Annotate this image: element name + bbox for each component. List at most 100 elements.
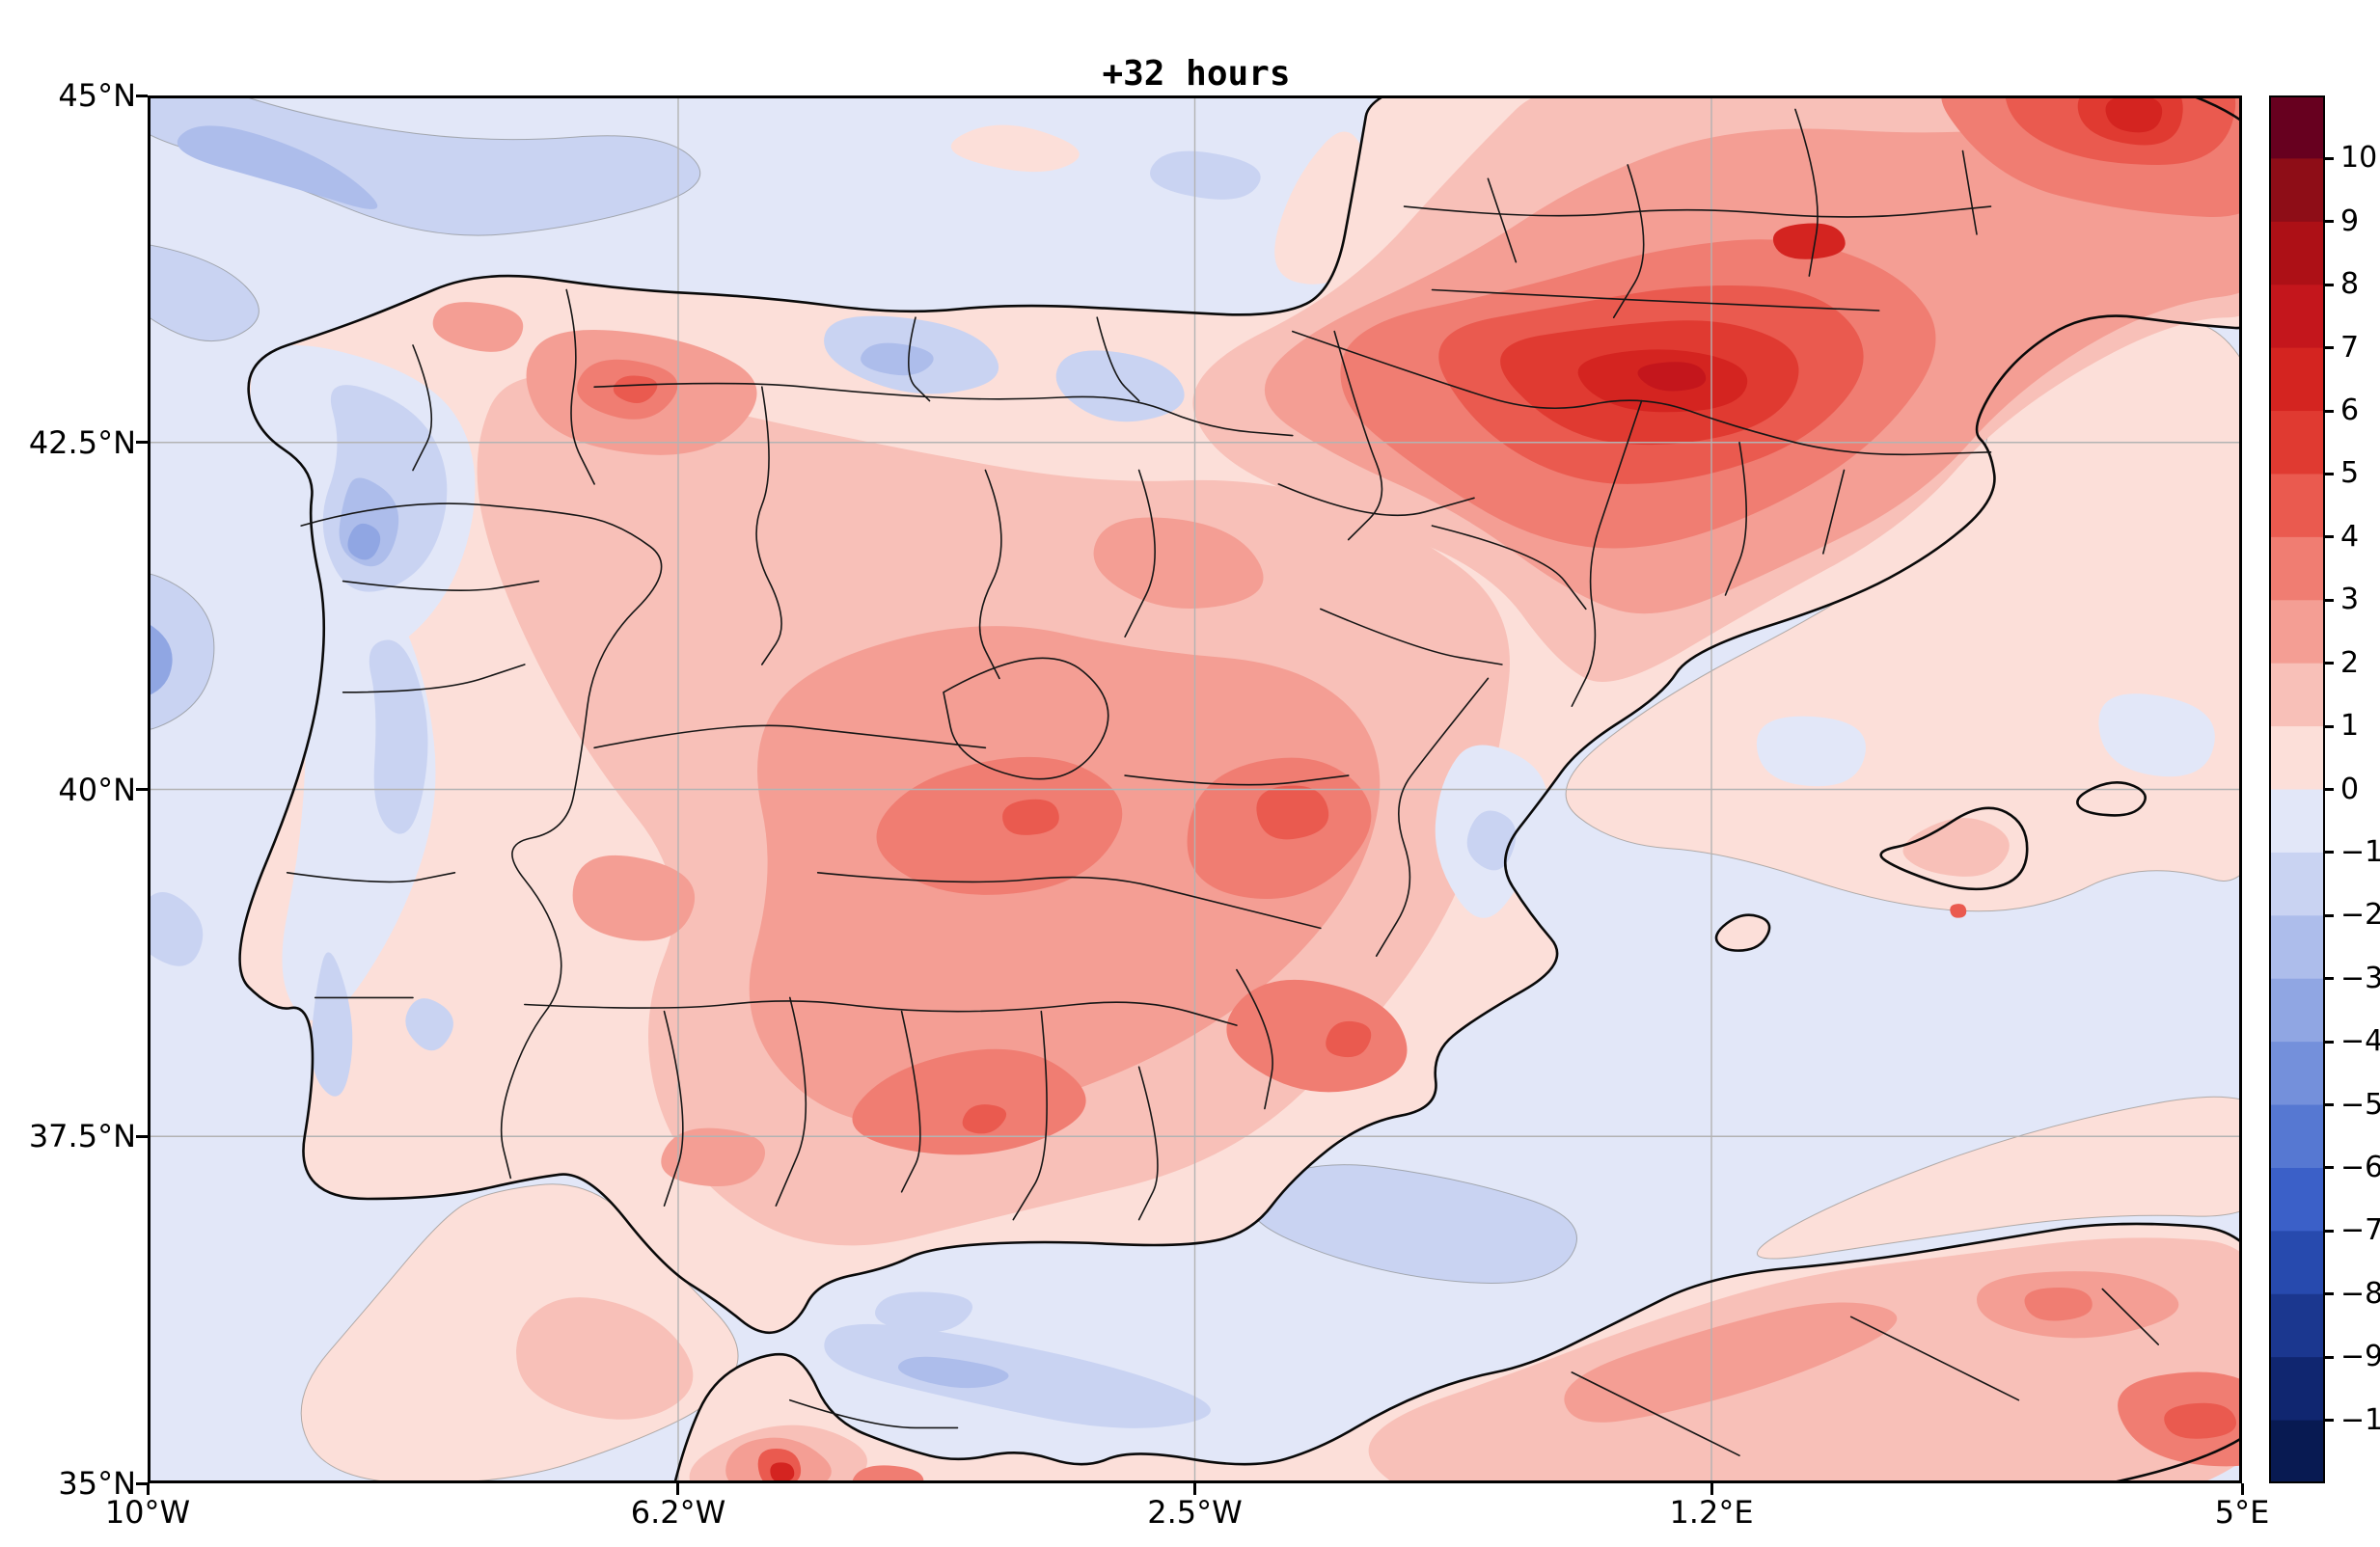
colorbar-tick-mark: [2325, 724, 2334, 728]
colorbar-segment: [2269, 1042, 2325, 1106]
y-tick-label: 40°N: [58, 771, 136, 808]
contour-region-toulouse-l7: [1772, 223, 1846, 259]
colorbar-tick-mark: [2325, 913, 2334, 917]
contour-region-murcia-l4: [1226, 979, 1408, 1093]
contour-region-s-menorca-ne: [2098, 693, 2215, 777]
x-tick-label: 1.2°E: [1669, 1494, 1754, 1531]
y-tick-label: 42.5°N: [28, 423, 136, 461]
x-tick-mark: [146, 1483, 150, 1495]
contour-region-s-portugal-west: [148, 573, 215, 731]
colorbar: [2269, 95, 2325, 1483]
contour-region-p-med-north: [1565, 318, 2242, 912]
x-tick-mark: [2240, 1483, 2244, 1495]
admin-border: [1487, 177, 1518, 263]
contour-region-mallorca-l2: [1902, 818, 2010, 877]
colorbar-tick-mark: [2325, 662, 2334, 665]
contour-region-galicia-dot: [347, 523, 381, 560]
admin-border: [1571, 1371, 1740, 1456]
admin-border: [1822, 469, 1846, 555]
contour-region-central-l4-c: [852, 1048, 1086, 1155]
colorbar-tick-label: 9: [2340, 204, 2360, 238]
admin-border: [1724, 442, 1747, 596]
colorbar-tick-mark: [2325, 1103, 2334, 1107]
contour-region-valencia-core: [1466, 810, 1517, 871]
admin-border: [1403, 205, 1992, 218]
x-tick-label: 6.2°W: [630, 1494, 726, 1531]
contour-region-africa-l3-a: [1564, 1302, 1898, 1423]
contour-region-s-malaga: [875, 1291, 973, 1333]
coastline: [673, 1222, 2242, 1483]
colorbar-segment: [2269, 347, 2325, 412]
colorbar-tick-label: −1: [2340, 834, 2380, 869]
contour-region-s-biscay: [1150, 150, 1261, 200]
admin-border: [663, 1010, 684, 1207]
colorbar-tick-mark: [2325, 283, 2334, 286]
colorbar-tick-label: 6: [2340, 394, 2360, 428]
contour-region-s-bcn-mallorca: [1756, 716, 1866, 787]
admin-border: [286, 872, 456, 883]
contour-region-africa-l5-se: [2164, 1402, 2236, 1439]
colorbar-tick-mark: [2325, 1040, 2334, 1044]
colorbar-svg: [2269, 95, 2325, 1483]
coastline: [2076, 781, 2147, 817]
contour-region-asturias-l5: [613, 375, 658, 403]
lead-time-label: +32 hours: [1102, 54, 1291, 94]
colorbar-tick-label: 10: [2340, 141, 2378, 176]
y-tick-label: 35°N: [58, 1465, 136, 1502]
contour-region-s-lisbon: [148, 891, 204, 966]
colorbar-segment: [2269, 1167, 2325, 1232]
contour-region-s-alboran: [1249, 1164, 1577, 1285]
contour-region-sevilla-l3: [661, 1127, 766, 1187]
contour-region-s-portugal-west-core: [148, 623, 173, 696]
y-tick-label: 45°N: [58, 77, 136, 114]
contour-region-isl-ibiza: [1716, 914, 1770, 951]
colorbar-tick-mark: [2325, 1355, 2334, 1359]
contour-region-s-strait-core: [897, 1356, 1009, 1389]
admin-border: [775, 996, 807, 1207]
colorbar-frame: [2269, 95, 2325, 1483]
admin-border: [342, 580, 540, 591]
colorbar-tick-mark: [2325, 535, 2334, 539]
contour-region-s-strait-band: [824, 1323, 1211, 1428]
admin-border: [1124, 469, 1156, 638]
contour-region-l5-dot-c: [1326, 1020, 1372, 1058]
y-tick-mark: [136, 441, 148, 445]
admin-border: [908, 316, 931, 402]
x-tick-mark: [676, 1483, 680, 1495]
colorbar-tick-mark: [2325, 977, 2334, 981]
contour-region-l5-dot-b: [1002, 799, 1059, 835]
colorbar-tick-mark: [2325, 346, 2334, 350]
x-tick-label: 10°W: [104, 1494, 191, 1531]
colorbar-segment: [2269, 915, 2325, 980]
admin-border: [300, 502, 663, 1180]
colorbar-segment: [2269, 1420, 2325, 1483]
colorbar-tick-mark: [2325, 598, 2334, 602]
colorbar-tick-label: 2: [2340, 645, 2360, 680]
admin-border: [524, 1000, 1238, 1026]
colorbar-tick-label: 0: [2340, 772, 2360, 806]
contour-region-ne-corner-l7: [2105, 95, 2163, 133]
plot-frame: [148, 95, 2242, 1483]
admin-border: [1612, 164, 1645, 318]
map-plot: [148, 95, 2242, 1483]
colorbar-tick-mark: [2325, 788, 2334, 791]
contour-region-isl-menorca: [2077, 782, 2146, 816]
admin-border: [1012, 1010, 1048, 1221]
admin-border: [755, 386, 782, 665]
colorbar-tick-label: 3: [2340, 583, 2360, 617]
admin-border: [1431, 525, 1587, 611]
colorbar-segment: [2269, 536, 2325, 601]
contour-region-p-biscay-blob: [950, 124, 1080, 173]
colorbar-tick-label: −3: [2340, 961, 2380, 995]
contour-region-pt-streak-a: [369, 639, 428, 834]
admin-border: [1124, 774, 1350, 786]
contour-region-africa-l7-dot: [770, 1462, 795, 1482]
admin-border: [1794, 108, 1819, 277]
admin-border: [900, 1010, 921, 1193]
colorbar-tick-label: −5: [2340, 1087, 2380, 1122]
admin-border: [1320, 608, 1503, 665]
y-tick-mark: [136, 788, 148, 791]
colorbar-segment: [2269, 1357, 2325, 1422]
coastline: [1714, 913, 1771, 952]
y-tick-mark: [136, 94, 148, 97]
